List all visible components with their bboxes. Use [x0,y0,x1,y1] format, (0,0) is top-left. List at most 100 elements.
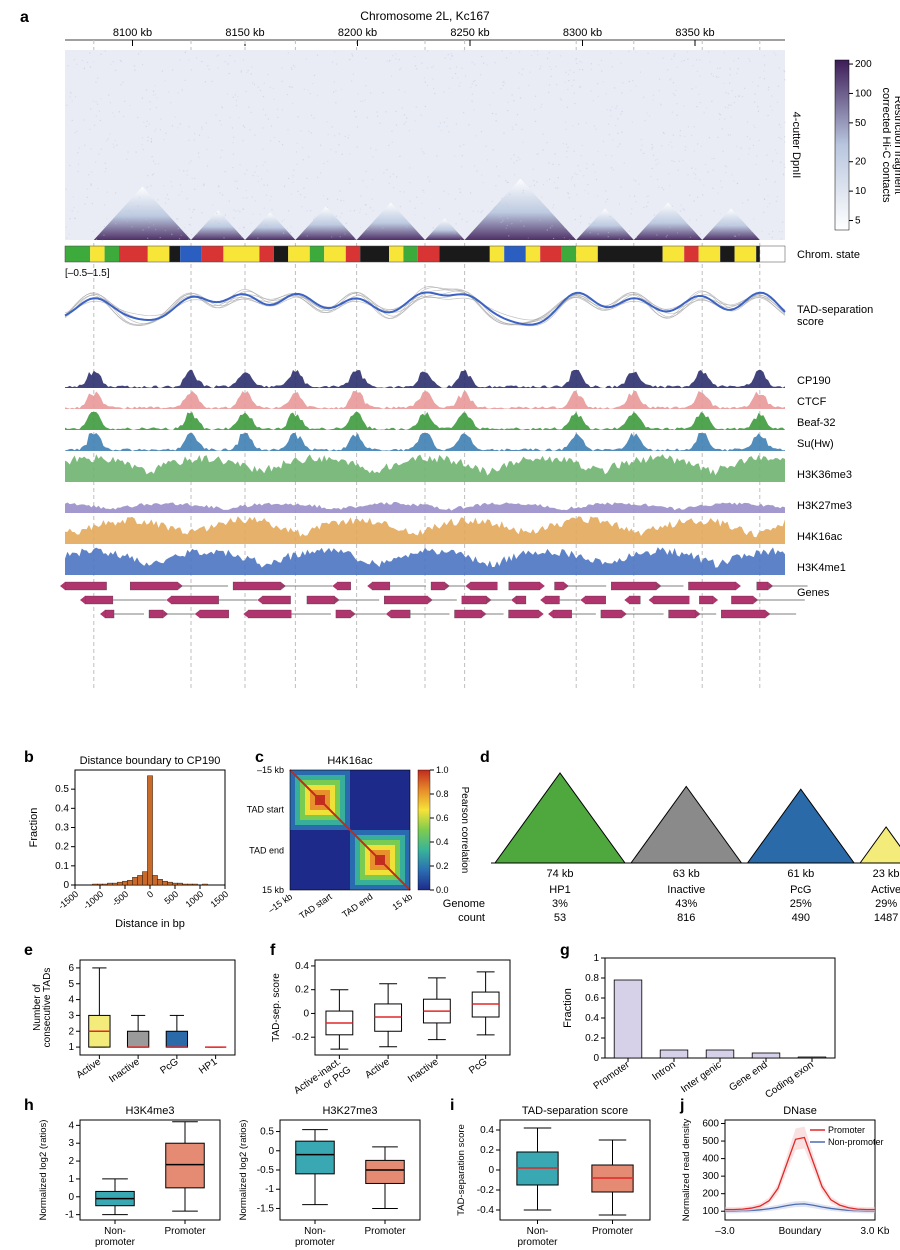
svg-text:-0.2: -0.2 [292,1032,310,1043]
svg-text:0.2: 0.2 [55,842,69,853]
svg-text:816: 816 [677,912,695,924]
svg-text:23 kb: 23 kb [873,868,900,880]
svg-text:0.4: 0.4 [585,1013,599,1024]
track-H3K36me3 [65,454,785,482]
chrom-state-label: Chrom. state [797,249,860,261]
svg-text:Coding exon: Coding exon [763,1059,815,1100]
svg-text:HP1: HP1 [549,884,570,896]
svg-text:Su(Hw): Su(Hw) [797,438,834,450]
svg-text:4: 4 [68,995,74,1006]
svg-text:Restriction fragment: Restriction fragment [892,96,900,194]
svg-text:74 kb: 74 kb [547,868,574,880]
svg-text:Promoter: Promoter [592,1226,634,1237]
panel-a-label: a [20,9,29,26]
svg-text:TAD-sep. score: TAD-sep. score [271,973,282,1042]
svg-text:0.2: 0.2 [436,861,449,871]
svg-text:H3K4me3: H3K4me3 [126,1105,175,1117]
svg-text:3.0 Kb: 3.0 Kb [861,1226,890,1237]
svg-text:0.2: 0.2 [480,1145,494,1156]
svg-text:Non-: Non- [304,1226,326,1237]
track-Su(Hw) [65,433,785,451]
svg-text:400: 400 [702,1154,719,1165]
svg-text:g: g [560,942,570,959]
svg-text:-0.5: -0.5 [257,1165,275,1176]
svg-text:0: 0 [593,1053,599,1064]
svg-text:15 kb: 15 kb [262,885,284,895]
svg-text:0.5: 0.5 [55,784,69,795]
svg-text:H3K36me3: H3K36me3 [797,469,852,481]
svg-text:Active: Active [363,1056,392,1081]
svg-text:H4K16ac: H4K16ac [327,755,373,767]
figure-svg: aChromosome 2L, Kc1678100 kb8150 kb8200 … [0,0,900,1247]
svg-text:-1000: -1000 [81,889,105,911]
svg-text:Fraction: Fraction [28,808,40,848]
svg-text:PcG: PcG [467,1056,489,1076]
svg-text:CTCF: CTCF [797,396,827,408]
svg-text:1: 1 [68,1174,74,1185]
svg-text:8100 kb: 8100 kb [113,27,152,39]
svg-text:1: 1 [68,1042,74,1053]
svg-text:0.4: 0.4 [295,961,309,972]
svg-text:0: 0 [68,1192,74,1203]
svg-text:HP1: HP1 [197,1056,220,1076]
svg-text:promoter: promoter [517,1237,558,1247]
svg-text:-1.5: -1.5 [257,1203,275,1214]
track-CTCF [65,391,785,409]
svg-text:TAD end: TAD end [249,845,284,855]
svg-text:500: 500 [702,1136,719,1147]
svg-text:Normalized log2 (ratios): Normalized log2 (ratios) [38,1120,49,1221]
svg-text:Distance boundary to CP190: Distance boundary to CP190 [80,755,221,767]
svg-text:0: 0 [145,889,155,900]
svg-text:8250 kb: 8250 kb [450,27,489,39]
svg-text:H3K4me1: H3K4me1 [797,562,846,574]
svg-text:Inactive: Inactive [667,884,705,896]
svg-text:0: 0 [303,1008,309,1019]
svg-text:j: j [679,1097,684,1114]
svg-text:Non-: Non- [527,1226,549,1237]
track-CP190 [65,370,785,388]
svg-text:score: score [797,316,824,328]
svg-text:61 kb: 61 kb [787,868,814,880]
svg-text:Promoter: Promoter [164,1226,206,1237]
svg-text:53: 53 [554,912,566,924]
svg-text:0.4: 0.4 [55,803,69,814]
svg-text:10: 10 [855,186,867,197]
svg-text:0.2: 0.2 [295,985,309,996]
svg-text:promoter: promoter [95,1237,136,1247]
svg-text:20: 20 [855,157,867,168]
svg-text:8350 kb: 8350 kb [675,27,714,39]
svg-text:25%: 25% [790,898,812,910]
svg-text:Normalized read density: Normalized read density [681,1119,692,1222]
svg-text:0.3: 0.3 [55,823,69,834]
svg-text:5: 5 [68,979,74,990]
svg-text:0: 0 [63,880,69,891]
svg-text:4: 4 [68,1120,74,1131]
svg-text:0.8: 0.8 [436,789,449,799]
svg-text:0.6: 0.6 [436,813,449,823]
svg-text:Pearson correlation: Pearson correlation [459,787,470,874]
svg-text:h: h [24,1097,34,1114]
svg-text:0: 0 [488,1165,494,1176]
svg-text:Boundary: Boundary [779,1226,822,1237]
svg-text:0.6: 0.6 [585,993,599,1004]
svg-text:100: 100 [702,1206,719,1217]
svg-text:0.4: 0.4 [436,837,449,847]
svg-text:490: 490 [792,912,810,924]
svg-text:Genes: Genes [797,587,830,599]
svg-text:600: 600 [702,1119,719,1130]
svg-text:8200 kb: 8200 kb [338,27,377,39]
svg-text:Promoter: Promoter [592,1059,633,1092]
svg-text:i: i [450,1097,454,1114]
panel-a-title: Chromosome 2L, Kc167 [360,9,490,23]
svg-text:DNase: DNase [783,1105,817,1117]
svg-text:H3K27me3: H3K27me3 [797,500,852,512]
svg-text:2: 2 [68,1026,74,1037]
svg-text:H3K27me3: H3K27me3 [322,1105,377,1117]
svg-text:15 kb: 15 kb [390,891,414,912]
svg-text:300: 300 [702,1171,719,1182]
svg-text:-1500: -1500 [56,889,80,911]
svg-text:TAD-separation score: TAD-separation score [522,1105,628,1117]
svg-text:–15 kb: –15 kb [266,891,294,915]
svg-text:Non-: Non- [104,1226,126,1237]
svg-text:50: 50 [855,118,867,129]
